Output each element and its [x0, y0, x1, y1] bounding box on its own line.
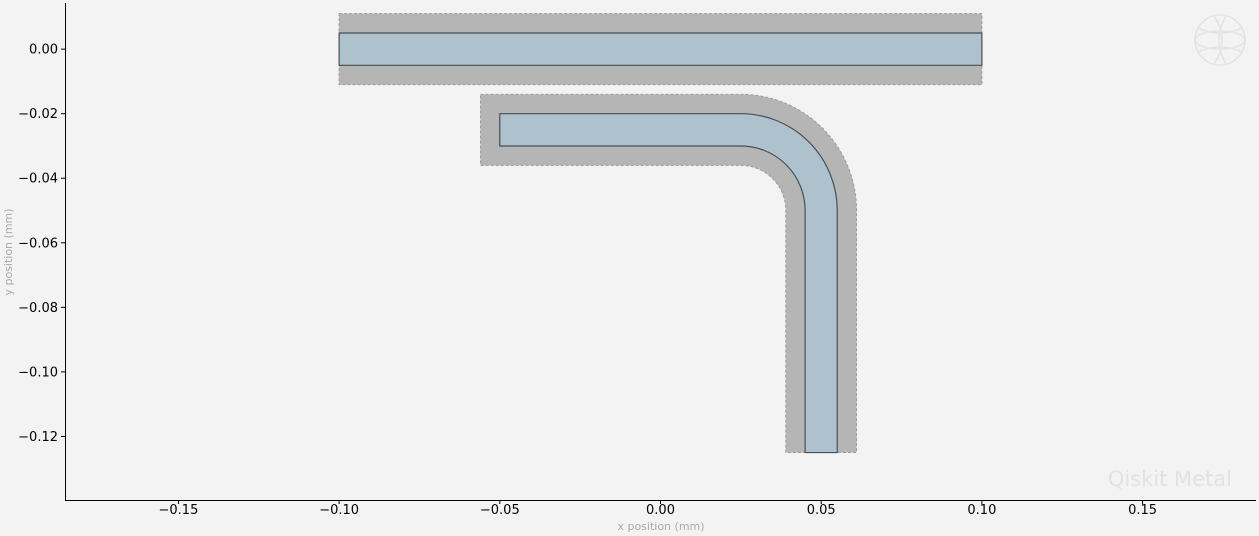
x-tick-label: −0.05: [480, 503, 520, 518]
y-tick-label: −0.10: [18, 365, 58, 380]
y-tick-label: −0.12: [18, 430, 58, 445]
straight-trace-metal: [338, 32, 983, 66]
y-tick-label: −0.08: [18, 301, 58, 316]
x-tick-label: −0.10: [319, 503, 359, 518]
x-tick-label: 0.00: [646, 503, 675, 518]
y-tick-label: −0.06: [18, 236, 58, 251]
straight-trace: [338, 13, 983, 86]
y-tick-label: −0.02: [18, 107, 58, 122]
y-tick-label: −0.04: [18, 172, 58, 187]
y-axis-label: y position (mm): [2, 208, 15, 295]
watermark: Qiskit Metal: [1108, 14, 1246, 491]
x-tick-label: 0.10: [967, 503, 996, 518]
bent-trace-metal: [499, 113, 838, 454]
x-tick-label: 0.15: [1128, 503, 1157, 518]
x-ticks: −0.15 −0.10 −0.05 0.00 0.05 0.10 0.15: [159, 500, 1157, 518]
globe-logo-icon: [1194, 14, 1246, 66]
x-axis-label: x position (mm): [617, 520, 704, 533]
watermark-text: Qiskit Metal: [1108, 467, 1232, 491]
bent-trace: [480, 93, 858, 454]
axes: −0.15 −0.10 −0.05 0.00 0.05 0.10 0.15 0.00 −0.0…: [18, 3, 1256, 518]
x-tick-label: 0.05: [807, 503, 836, 518]
x-tick-label: −0.15: [159, 503, 199, 518]
component-shapes: [338, 13, 983, 454]
y-tick-label: 0.00: [29, 43, 58, 58]
y-ticks: 0.00 −0.02 −0.04 −0.06 −0.08 −0.10 −0.12: [18, 43, 65, 445]
